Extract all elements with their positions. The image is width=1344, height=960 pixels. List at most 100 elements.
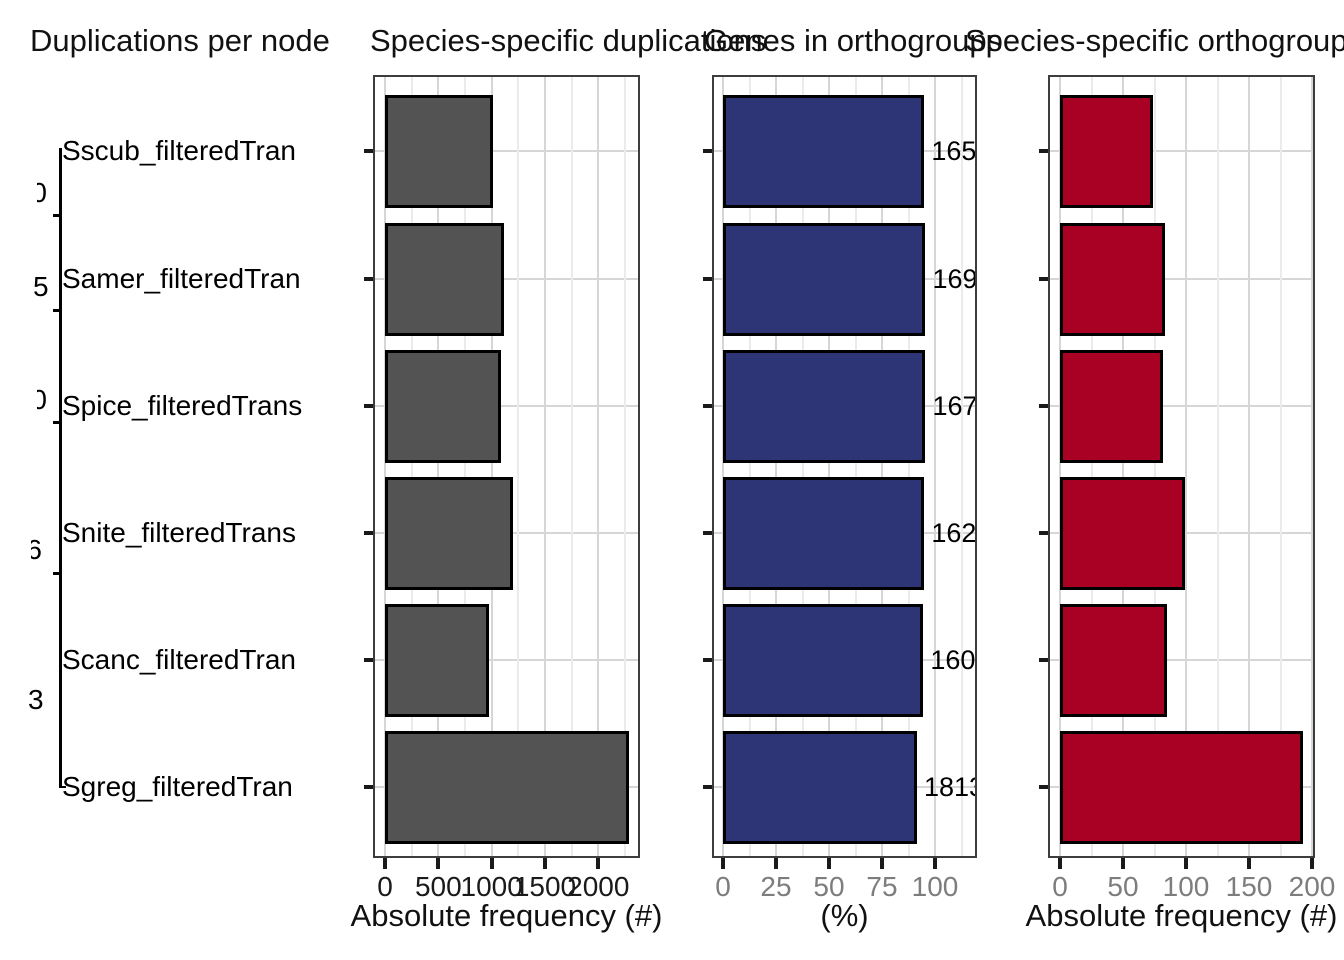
x-tick-label: 75: [866, 871, 898, 902]
x-tick-label: 0: [715, 871, 731, 902]
bar-value-label: 162: [931, 518, 977, 548]
tree-node-label-clipped-digit: 6: [31, 534, 42, 565]
bar-species-specific-duplications: [385, 222, 504, 336]
y-axis-tick: [364, 658, 373, 662]
x-tick-label: 500: [414, 871, 462, 902]
tree-branch-stub: [53, 421, 60, 424]
x-axis-tick: [1247, 858, 1251, 869]
bar-species-specific-orthogroups: [1060, 476, 1185, 590]
gridline-major: [881, 75, 883, 858]
gridline-minor: [960, 75, 963, 858]
x-tick-label: 0: [377, 871, 393, 902]
gridline-minor: [854, 75, 857, 858]
y-axis-tick: [1039, 785, 1048, 789]
species-tip-label: Spice_filteredTrans: [62, 390, 303, 421]
gridline-horizontal: [373, 659, 640, 661]
y-axis-tick: [1039, 149, 1048, 153]
x-axis-tick: [827, 858, 831, 869]
x-tick-label: 200: [1288, 871, 1336, 902]
bar-species-specific-duplications: [385, 476, 513, 590]
bar-value-label: 160: [930, 645, 976, 675]
y-axis-tick: [703, 531, 712, 535]
title-species-specific-duplications: Species-specific duplications: [370, 23, 767, 58]
x-axis-tick: [596, 858, 601, 869]
y-axis-tick: [703, 277, 712, 281]
y-axis-tick: [703, 149, 712, 153]
species-tip-label: Sgreg_filteredTran: [62, 771, 293, 802]
gridline-minor: [517, 75, 520, 858]
tree-branch-stub: [53, 214, 60, 217]
y-axis-tick: [364, 277, 373, 281]
tree-node-label: 6: [31, 534, 42, 566]
x-axis-tick: [774, 858, 778, 869]
gridline-major: [1122, 75, 1124, 858]
x-axis-title: Absolute frequency (#): [1025, 898, 1338, 933]
x-axis-tick: [933, 858, 937, 869]
gridline-minor: [907, 75, 910, 858]
y-axis-tick: [703, 658, 712, 662]
gridline-major: [490, 75, 493, 858]
gridline-minor: [570, 75, 573, 858]
gridline-major: [934, 75, 936, 858]
x-axis-title: Absolute frequency (#): [350, 898, 663, 933]
panel-species-specific-orthogroups: [1048, 75, 1315, 858]
gridline-major: [437, 75, 440, 858]
gridline-minor: [1279, 75, 1282, 858]
y-axis-tick: [364, 785, 373, 789]
bar-value-label: 1813: [923, 772, 977, 802]
species-tip-label: Scanc_filteredTran: [62, 644, 296, 675]
gridline-minor: [1090, 75, 1093, 858]
y-axis-tick: [364, 149, 373, 153]
tree-node-label: 5: [33, 271, 49, 302]
bar-genes-in-orthogroups: [723, 222, 925, 336]
tree-node-label-clipped-digit: 0: [37, 177, 47, 208]
tree-trunk: [59, 148, 62, 788]
tree-node-label: 0: [37, 384, 47, 416]
tree-branch-foot: [59, 785, 66, 788]
bar-genes-in-orthogroups: [723, 94, 924, 208]
species-tip-label: Samer_filteredTran: [62, 263, 301, 294]
gridline-minor: [1153, 75, 1156, 858]
bar-species-specific-orthogroups: [1060, 222, 1165, 336]
panel-species-specific-duplications: [373, 75, 640, 858]
x-axis-tick: [1121, 858, 1125, 869]
tree-branch-stub: [53, 572, 60, 575]
x-axis-tick: [1058, 858, 1062, 869]
tree-branch-stub: [53, 309, 60, 312]
bar-genes-in-orthogroups: [723, 476, 924, 590]
gridline-major: [1059, 75, 1061, 858]
x-axis-tick: [1310, 858, 1314, 869]
y-axis-tick: [364, 531, 373, 535]
x-tick-label: 25: [760, 871, 792, 902]
bar-species-specific-duplications: [385, 603, 489, 717]
bar-genes-in-orthogroups: [723, 349, 925, 463]
tree-node-label: 3: [28, 684, 44, 715]
y-axis-tick: [703, 404, 712, 408]
x-tick-label: 2000: [567, 871, 630, 902]
bar-species-specific-duplications: [385, 94, 493, 208]
species-tip-label: Sscub_filteredTran: [62, 135, 296, 166]
bar-species-specific-duplications: [385, 730, 629, 844]
x-axis-title: (%): [820, 898, 869, 933]
x-axis-tick: [383, 858, 387, 869]
gridline-minor: [623, 75, 626, 858]
panel-border: [1048, 75, 1315, 858]
gridline-major: [597, 75, 600, 858]
gridline-minor: [1216, 75, 1219, 858]
gridline-major: [775, 75, 777, 858]
panel-genes-in-orthogroups: 165 169 167 162 160 1813: [712, 75, 977, 858]
bar-genes-in-orthogroups: [723, 730, 917, 844]
y-axis-tick: [1039, 531, 1048, 535]
gridline-minor: [463, 75, 466, 858]
x-axis-tick: [489, 858, 494, 869]
title-species-specific-orthogroups: Species-specific orthogroups: [965, 23, 1344, 58]
x-tick-label: 0: [1052, 871, 1068, 902]
gridline-minor: [410, 75, 413, 858]
x-tick-label: 1500: [513, 871, 577, 902]
bar-species-specific-orthogroups: [1060, 603, 1167, 717]
gridline-horizontal: [373, 278, 640, 280]
gridline-major: [1311, 75, 1313, 858]
gridline-minor: [801, 75, 804, 858]
y-axis-tick: [364, 404, 373, 408]
gridline-major: [828, 75, 830, 858]
